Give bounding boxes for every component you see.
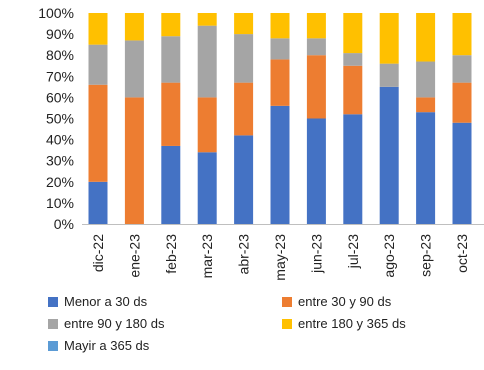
legend-item: Menor a 30 ds: [48, 294, 147, 309]
bar-segment: [124, 40, 144, 98]
bar-segment: [416, 13, 436, 62]
x-tick-label: jun-23: [308, 234, 324, 274]
bar-segment: [379, 86, 399, 224]
y-axis-ticks: 0% 10% 20% 30% 40% 50% 60% 70% 80% 90% 100%: [38, 5, 74, 232]
y-tick-label: 50%: [46, 111, 74, 127]
legend-swatch: [48, 318, 58, 329]
x-tick-label: oct-23: [454, 234, 470, 273]
bar-segment: [270, 38, 290, 60]
bar-segment: [343, 65, 363, 115]
y-tick-label: 90%: [46, 26, 74, 42]
bar-segment: [161, 36, 181, 83]
bar-segment: [270, 105, 290, 224]
bar-segment: [379, 63, 399, 87]
bar-segment: [234, 13, 254, 35]
legend-label: Mayir a 365 ds: [64, 338, 150, 353]
y-tick-label: 40%: [46, 132, 74, 148]
x-tick-label: feb-23: [163, 234, 179, 274]
bar-segment: [452, 55, 472, 83]
bar-segment: [197, 152, 217, 224]
bar-segment: [306, 13, 326, 39]
legend-label: Menor a 30 ds: [64, 294, 148, 309]
bar-segment: [124, 97, 144, 224]
bar-segment: [88, 13, 108, 45]
bar-segment: [452, 82, 472, 123]
bar-segment: [270, 59, 290, 106]
x-tick-label: mar-23: [199, 234, 215, 279]
y-tick-label: 70%: [46, 68, 74, 84]
bar-segment: [452, 122, 472, 224]
bar-segment: [306, 38, 326, 56]
bar-segment: [88, 44, 108, 85]
y-tick-label: 100%: [38, 5, 74, 21]
bar-segment: [161, 82, 181, 146]
x-tick-label: ago-23: [381, 234, 397, 278]
bar-segment: [161, 145, 181, 224]
bar-segment: [270, 13, 290, 39]
y-tick-label: 60%: [46, 89, 74, 105]
bar-segment: [234, 34, 254, 83]
bar-segment: [379, 13, 399, 64]
bar-segment: [234, 135, 254, 224]
legend-label: entre 180 y 365 ds: [298, 316, 406, 331]
legend-item: entre 180 y 365 ds: [282, 316, 406, 331]
x-tick-label: abr-23: [236, 234, 252, 275]
legend-label: entre 90 y 180 ds: [64, 316, 165, 331]
legend-swatch: [48, 296, 58, 307]
x-tick-label: ene-23: [126, 234, 142, 278]
x-tick-label: jul-23: [345, 234, 361, 269]
y-tick-label: 20%: [46, 174, 74, 190]
bar-segment: [197, 13, 217, 26]
bar-segment: [452, 13, 472, 56]
bar-segment: [416, 61, 436, 98]
x-axis-ticks: dic-22 ene-23 feb-23 mar-23 abr-23 may-23 jun-…: [90, 234, 470, 281]
bar-segment: [343, 114, 363, 224]
y-tick-label: 0%: [54, 216, 74, 232]
legend-label: entre 30 y 90 ds: [298, 294, 392, 309]
x-tick-label: dic-22: [90, 234, 106, 272]
bar-segment: [416, 112, 436, 224]
y-tick-label: 30%: [46, 153, 74, 169]
bar-segment: [124, 13, 144, 41]
x-tick-label: sep-23: [418, 234, 434, 277]
bar-segment: [343, 13, 363, 54]
bar-segment: [306, 118, 326, 224]
legend-item: entre 90 y 180 ds: [48, 316, 164, 331]
legend-item: Mayir a 365 ds: [48, 338, 149, 353]
bars: [88, 13, 472, 224]
bar-segment: [88, 181, 108, 224]
bar-segment: [197, 25, 217, 98]
legend-swatch: [282, 296, 292, 307]
y-tick-label: 10%: [46, 195, 74, 211]
bar-segment: [343, 53, 363, 66]
y-tick-label: 80%: [46, 47, 74, 63]
x-tick-label: may-23: [272, 234, 288, 281]
legend-item: entre 30 y 90 ds: [282, 294, 391, 309]
legend-swatch: [48, 340, 58, 351]
bar-segment: [416, 97, 436, 113]
bar-segment: [234, 82, 254, 136]
legend: Menor a 30 ds entre 30 y 90 ds entre 90 y …: [0, 290, 484, 370]
bar-segment: [197, 97, 217, 153]
bar-segment: [306, 55, 326, 119]
legend-swatch: [282, 318, 292, 329]
bar-segment: [88, 84, 108, 182]
bar-segment: [161, 13, 181, 37]
